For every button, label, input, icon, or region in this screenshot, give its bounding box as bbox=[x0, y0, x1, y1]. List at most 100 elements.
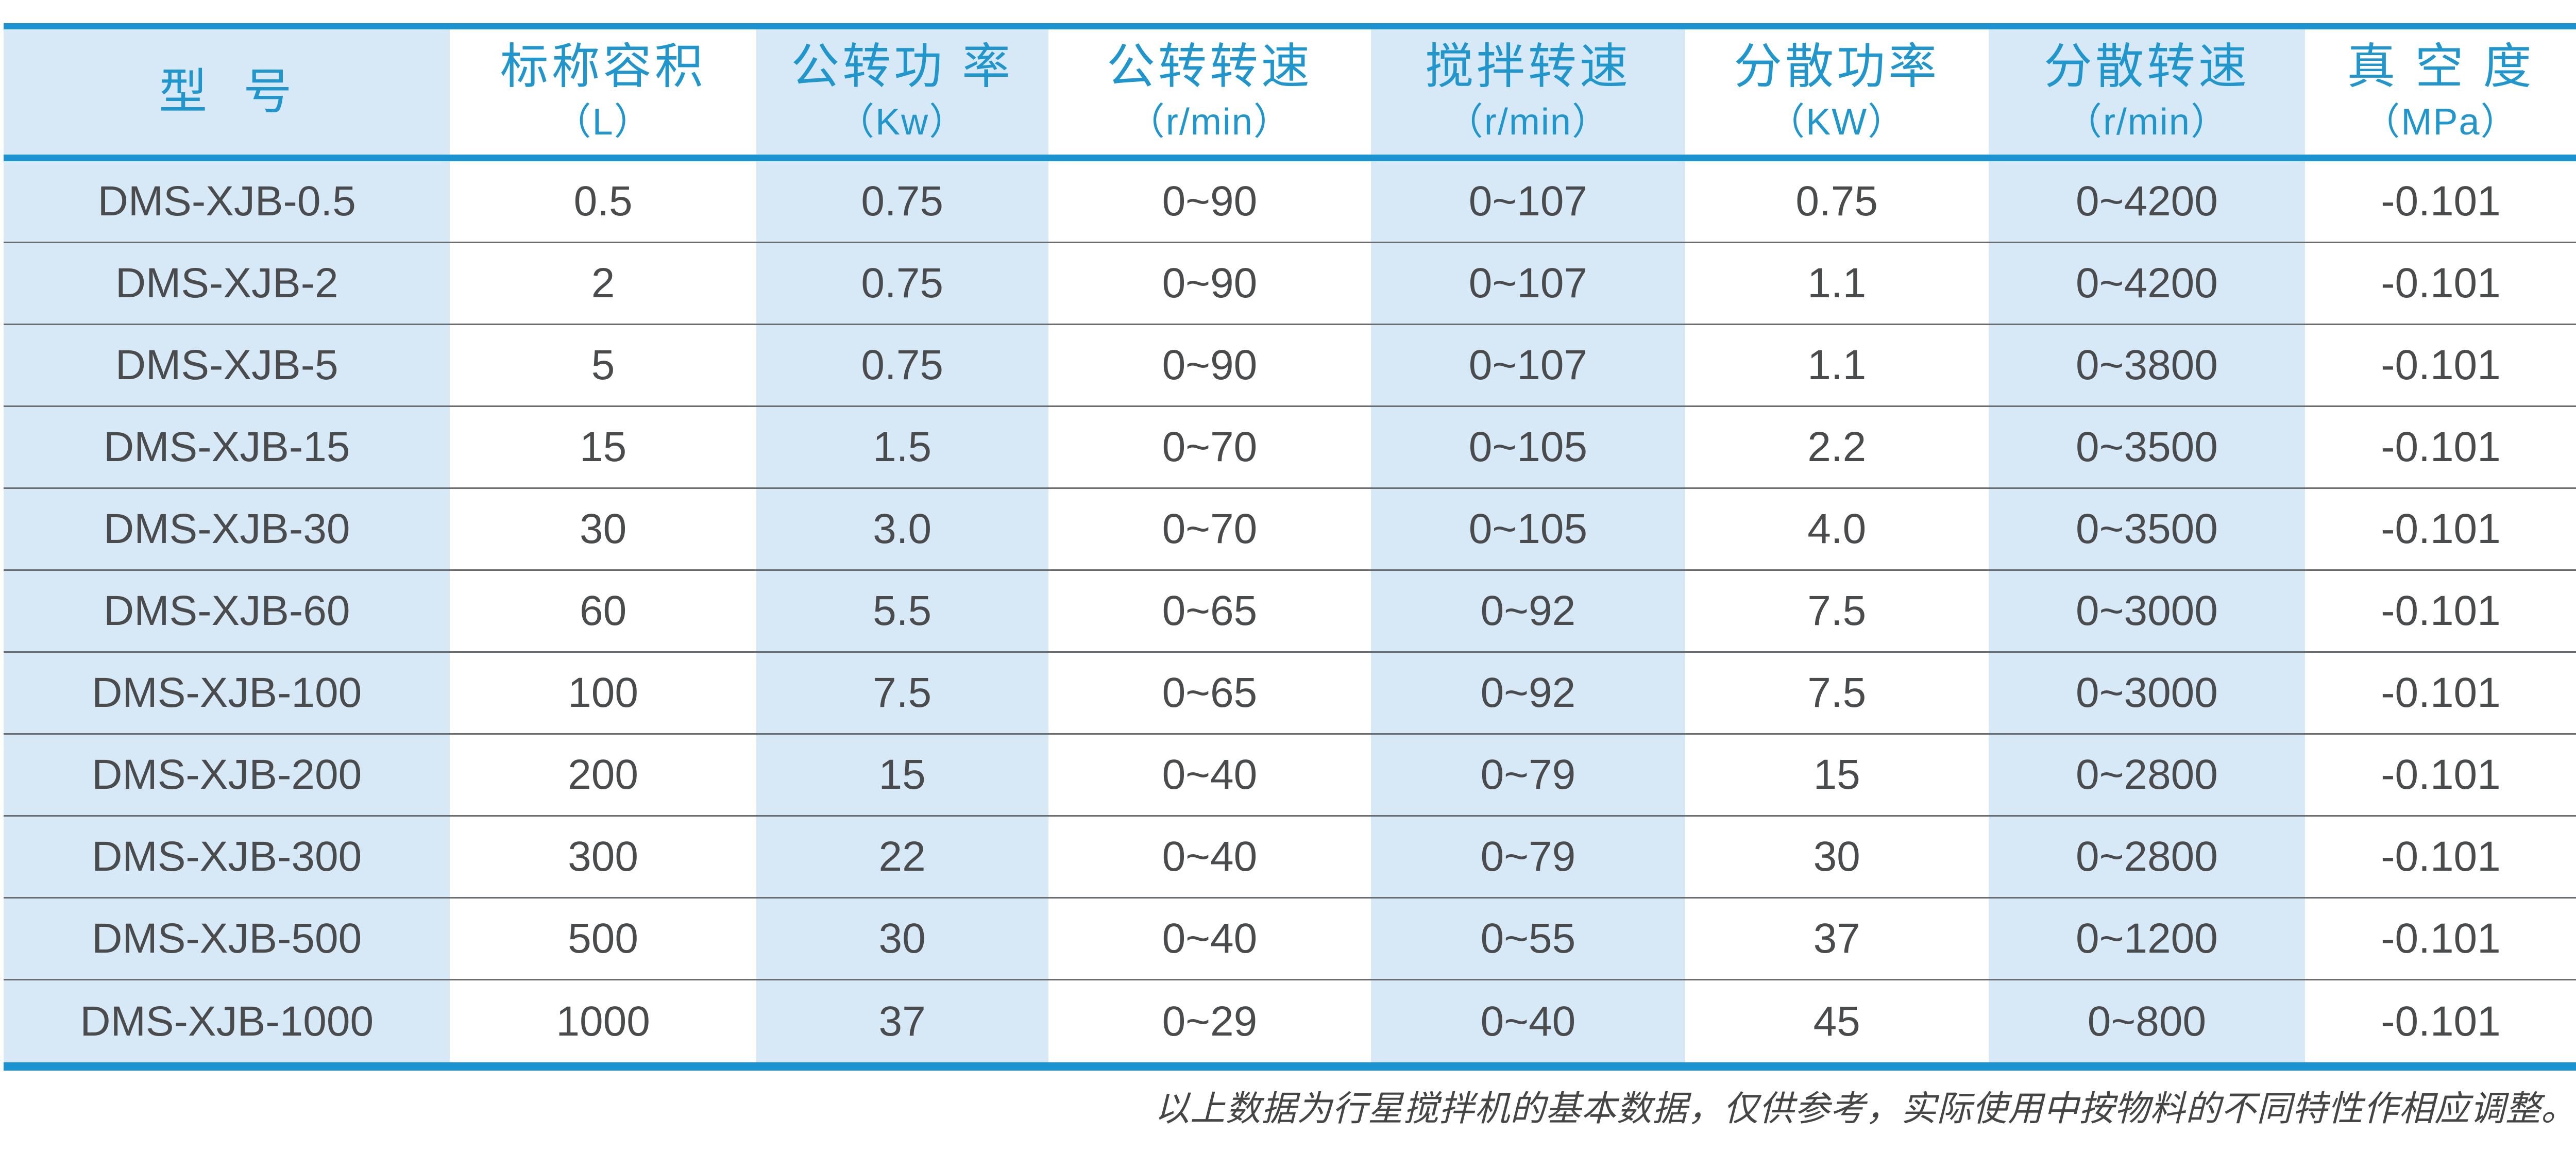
column-header: 公转转速 （r/min） bbox=[1048, 29, 1371, 155]
value-cell: 0~65 bbox=[1048, 571, 1371, 651]
value-cell: 1.5 bbox=[756, 407, 1048, 487]
value-cell: 0~3000 bbox=[1988, 653, 2306, 733]
table-row: DMS-XJB-30 30 3.0 0~70 0~105 4.0 0~3500 -0.101 bbox=[4, 489, 2576, 571]
value-cell: 0~107 bbox=[1371, 243, 1685, 324]
table-top-border bbox=[4, 23, 2576, 29]
value-cell: 0~29 bbox=[1048, 980, 1371, 1062]
model-cell: DMS-XJB-0.5 bbox=[4, 161, 450, 242]
column-header-unit: （L） bbox=[554, 101, 652, 143]
model-cell: DMS-XJB-300 bbox=[4, 817, 450, 897]
table-row: DMS-XJB-60 60 5.5 0~65 0~92 7.5 0~3000 -0.101 bbox=[4, 571, 2576, 653]
table-body: DMS-XJB-0.5 0.5 0.75 0~90 0~107 0.75 0~4200 -0.… bbox=[4, 161, 2576, 1062]
value-cell: 0~40 bbox=[1048, 817, 1371, 897]
value-cell: 15 bbox=[1685, 735, 1989, 815]
value-cell: 0~92 bbox=[1371, 653, 1685, 733]
model-cell: DMS-XJB-200 bbox=[4, 735, 450, 815]
column-header-label: 真 空 度 bbox=[2347, 39, 2535, 94]
value-cell: 0~3000 bbox=[1988, 571, 2306, 651]
column-header: 真 空 度 （MPa） bbox=[2305, 29, 2576, 155]
value-cell: 300 bbox=[450, 817, 756, 897]
value-cell: 1000 bbox=[450, 980, 756, 1062]
value-cell: 0~4200 bbox=[1988, 161, 2306, 242]
column-header-unit: （r/min） bbox=[2064, 101, 2229, 143]
column-header-unit: （r/min） bbox=[1127, 101, 1292, 143]
table-row: DMS-XJB-15 15 1.5 0~70 0~105 2.2 0~3500 -0.101 bbox=[4, 407, 2576, 489]
value-cell: 5.5 bbox=[756, 571, 1048, 651]
column-header: 搅拌转速 （r/min） bbox=[1371, 29, 1685, 155]
value-cell: 0.75 bbox=[756, 325, 1048, 405]
model-cell: DMS-XJB-60 bbox=[4, 571, 450, 651]
column-header-unit: （KW） bbox=[1768, 101, 1906, 143]
column-header-unit: （Kw） bbox=[837, 101, 968, 143]
column-header-label: 分散功率 bbox=[1734, 39, 1940, 94]
value-cell: 0~800 bbox=[1988, 980, 2306, 1062]
value-cell: 30 bbox=[1685, 817, 1989, 897]
table-bottom-border bbox=[4, 1062, 2576, 1071]
value-cell: -0.101 bbox=[2305, 899, 2576, 979]
value-cell: 200 bbox=[450, 735, 756, 815]
value-cell: 0~79 bbox=[1371, 735, 1685, 815]
value-cell: 1.1 bbox=[1685, 243, 1989, 324]
value-cell: -0.101 bbox=[2305, 407, 2576, 487]
value-cell: 0~107 bbox=[1371, 325, 1685, 405]
value-cell: 0~2800 bbox=[1988, 817, 2306, 897]
column-header: 公转功 率 （Kw） bbox=[756, 29, 1048, 155]
footnote: 以上数据为行星搅拌机的基本数据，仅供参考，实际使用中按物料的不同特性作相应调整。 bbox=[1154, 1089, 2576, 1128]
value-cell: -0.101 bbox=[2305, 735, 2576, 815]
value-cell: 0.75 bbox=[1685, 161, 1989, 242]
column-header-unit: （r/min） bbox=[1446, 101, 1610, 143]
value-cell: 100 bbox=[450, 653, 756, 733]
value-cell: 7.5 bbox=[756, 653, 1048, 733]
value-cell: 45 bbox=[1685, 980, 1989, 1062]
value-cell: 2.2 bbox=[1685, 407, 1989, 487]
value-cell: 1.1 bbox=[1685, 325, 1989, 405]
value-cell: 0.75 bbox=[756, 243, 1048, 324]
value-cell: 500 bbox=[450, 899, 756, 979]
column-header-label: 搅拌转速 bbox=[1425, 39, 1631, 94]
value-cell: -0.101 bbox=[2305, 817, 2576, 897]
value-cell: 0~92 bbox=[1371, 571, 1685, 651]
value-cell: 0~40 bbox=[1048, 899, 1371, 979]
value-cell: 15 bbox=[756, 735, 1048, 815]
value-cell: -0.101 bbox=[2305, 325, 2576, 405]
column-header: 标称容积 （L） bbox=[450, 29, 756, 155]
value-cell: 3.0 bbox=[756, 489, 1048, 569]
value-cell: -0.101 bbox=[2305, 980, 2576, 1062]
value-cell: -0.101 bbox=[2305, 653, 2576, 733]
value-cell: 0~90 bbox=[1048, 325, 1371, 405]
value-cell: -0.101 bbox=[2305, 571, 2576, 651]
value-cell: 0~3500 bbox=[1988, 489, 2306, 569]
value-cell: 0~2800 bbox=[1988, 735, 2306, 815]
value-cell: -0.101 bbox=[2305, 161, 2576, 242]
table-row: DMS-XJB-1000 1000 37 0~29 0~40 45 0~800 -0.101 bbox=[4, 980, 2576, 1062]
value-cell: -0.101 bbox=[2305, 243, 2576, 324]
value-cell: 0~90 bbox=[1048, 161, 1371, 242]
value-cell: 0~4200 bbox=[1988, 243, 2306, 324]
model-cell: DMS-XJB-15 bbox=[4, 407, 450, 487]
table-header-row: 型 号 标称容积 （L） 公转功 率 （Kw） 公转转速 （r/min） 搅拌转速 （r/min… bbox=[4, 29, 2576, 155]
value-cell: 30 bbox=[756, 899, 1048, 979]
value-cell: 0~79 bbox=[1371, 817, 1685, 897]
table-row: DMS-XJB-300 300 22 0~40 0~79 30 0~2800 -0.101 bbox=[4, 817, 2576, 899]
column-header-label: 标称容积 bbox=[500, 39, 706, 94]
value-cell: 37 bbox=[756, 980, 1048, 1062]
value-cell: 0~70 bbox=[1048, 489, 1371, 569]
column-header-label: 公转转速 bbox=[1106, 39, 1313, 94]
table-row: DMS-XJB-0.5 0.5 0.75 0~90 0~107 0.75 0~4200 -0.… bbox=[4, 161, 2576, 243]
value-cell: 0.75 bbox=[756, 161, 1048, 242]
value-cell: 0~107 bbox=[1371, 161, 1685, 242]
column-header-unit: （MPa） bbox=[2363, 101, 2519, 143]
value-cell: 7.5 bbox=[1685, 571, 1989, 651]
model-cell: DMS-XJB-5 bbox=[4, 325, 450, 405]
column-header: 型 号 bbox=[4, 29, 450, 155]
value-cell: 0~3800 bbox=[1988, 325, 2306, 405]
value-cell: 7.5 bbox=[1685, 653, 1989, 733]
column-header-label: 公转功 率 bbox=[791, 39, 1014, 94]
column-header-label: 型 号 bbox=[159, 64, 295, 119]
value-cell: 0~3500 bbox=[1988, 407, 2306, 487]
model-cell: DMS-XJB-500 bbox=[4, 899, 450, 979]
model-cell: DMS-XJB-30 bbox=[4, 489, 450, 569]
value-cell: 0~1200 bbox=[1988, 899, 2306, 979]
value-cell: 2 bbox=[450, 243, 756, 324]
